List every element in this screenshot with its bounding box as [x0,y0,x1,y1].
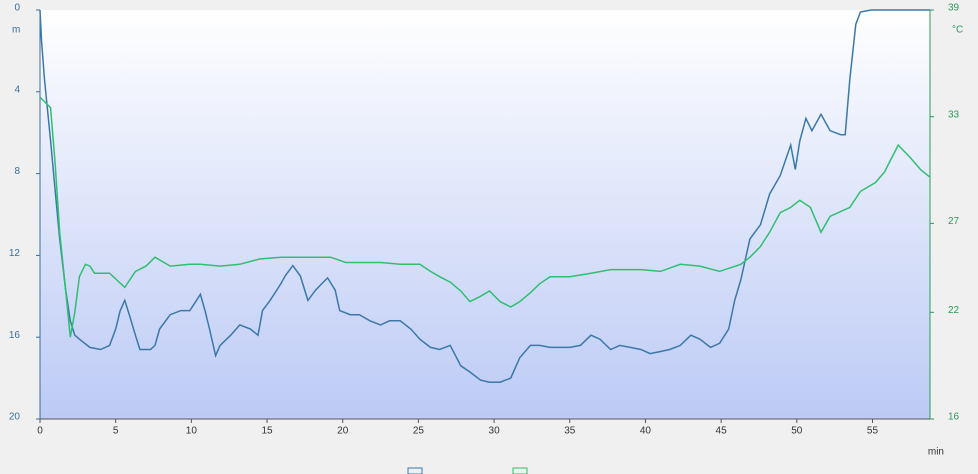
y-tick-label: 4 [14,84,20,95]
x-tick-label: 0 [37,426,43,437]
x-tick-label: 40 [640,426,652,437]
x-tick-label: 45 [716,426,728,437]
y2-tick-label: 27 [948,216,960,227]
y2-tick-label: 16 [948,412,960,423]
x-tick-label: 5 [113,426,119,437]
y-tick-label: 8 [14,166,20,177]
y-tick-label: 0 [14,3,20,14]
plot-area [40,10,930,419]
y-tick-label: 20 [9,412,21,423]
x-tick-label: 35 [564,426,576,437]
x-axis-label: min [928,447,944,458]
legend-swatch [512,467,528,474]
x-tick-label: 20 [337,426,349,437]
y-axis-label: m [12,25,20,36]
y2-tick-label: 39 [948,3,960,14]
x-tick-label: 55 [867,426,879,437]
x-tick-label: 50 [791,426,803,437]
x-tick-label: 10 [186,426,198,437]
legend-swatch [407,467,423,474]
series-line [39,96,931,338]
series-line [39,9,930,383]
y2-tick-label: 22 [948,305,960,316]
y2-tick-label: 33 [948,109,960,120]
x-tick-label: 30 [489,426,501,437]
x-tick-label: 15 [261,426,273,437]
x-tick-label: 25 [413,426,425,437]
y2-axis-label: °C [952,25,963,36]
y-tick-label: 16 [9,330,21,341]
y-tick-label: 12 [9,248,21,259]
